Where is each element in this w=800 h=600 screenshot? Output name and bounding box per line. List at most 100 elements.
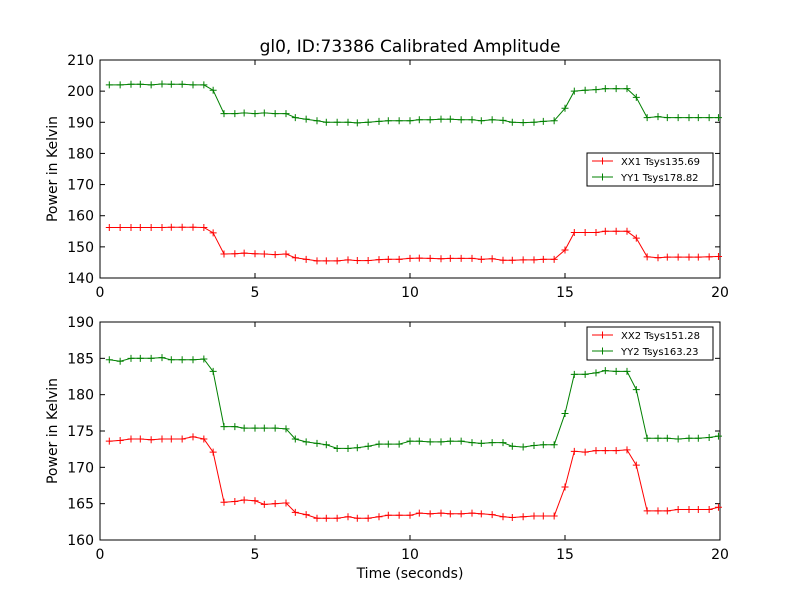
data-point	[406, 437, 414, 445]
data-point	[530, 118, 538, 126]
data-point	[333, 118, 341, 126]
data-point	[384, 440, 392, 448]
data-point	[446, 437, 454, 445]
y-tick-label: 170	[67, 460, 94, 476]
x-tick-label: 0	[96, 547, 105, 563]
x-tick-label: 0	[96, 285, 105, 301]
data-point	[561, 104, 569, 112]
y-tick-label: 170	[67, 178, 94, 194]
data-point	[136, 354, 144, 362]
data-point	[623, 367, 631, 375]
data-point	[105, 81, 113, 89]
data-point	[220, 250, 228, 258]
data-point	[415, 509, 423, 517]
y-axis-label: Power in Kelvin	[45, 116, 61, 222]
legend-label: XX2 Tsys151.28	[621, 331, 700, 342]
data-point	[592, 369, 600, 377]
data-point	[271, 500, 279, 508]
data-point	[282, 110, 290, 118]
data-point	[581, 370, 589, 378]
data-point	[395, 255, 403, 263]
data-point	[260, 109, 268, 117]
data-point	[395, 117, 403, 125]
data-point	[488, 511, 496, 519]
data-point	[519, 256, 527, 264]
data-point	[550, 512, 558, 520]
data-point	[694, 505, 702, 513]
data-point	[353, 514, 361, 522]
data-point	[105, 224, 113, 232]
data-point	[694, 434, 702, 442]
y-tick-label: 200	[67, 84, 94, 100]
data-point	[384, 511, 392, 519]
data-point	[612, 447, 620, 455]
data-point	[632, 386, 640, 394]
data-point	[353, 119, 361, 127]
data-point	[477, 439, 485, 447]
y-tick-label: 175	[67, 424, 94, 440]
data-point	[251, 424, 259, 432]
series-1	[105, 80, 722, 127]
data-point	[468, 254, 476, 262]
data-point	[539, 512, 547, 520]
x-tick-label: 20	[711, 547, 729, 563]
data-point	[220, 110, 228, 118]
data-point	[674, 435, 682, 443]
data-point	[468, 439, 476, 447]
data-point	[251, 497, 259, 505]
data-point	[694, 114, 702, 122]
data-point	[231, 110, 239, 118]
data-point	[200, 81, 208, 89]
data-point	[714, 253, 722, 261]
series-1	[105, 354, 722, 452]
data-point	[457, 437, 465, 445]
data-point	[395, 440, 403, 448]
data-point	[592, 229, 600, 237]
data-point	[251, 250, 259, 258]
data-point	[663, 507, 671, 515]
data-point	[570, 229, 578, 237]
data-point	[147, 224, 155, 232]
data-point	[147, 81, 155, 89]
data-point	[488, 116, 496, 124]
y-axis-label: Power in Kelvin	[45, 378, 61, 484]
data-point	[271, 251, 279, 259]
data-point	[426, 254, 434, 262]
data-point	[158, 354, 166, 362]
data-point	[189, 223, 197, 231]
data-point	[685, 434, 693, 442]
data-point	[654, 113, 662, 121]
data-point	[477, 117, 485, 125]
data-point	[302, 255, 310, 263]
legend-marker	[599, 331, 606, 339]
data-point	[167, 223, 175, 231]
data-point	[240, 249, 248, 257]
y-tick-label: 190	[67, 115, 94, 131]
data-point	[508, 513, 516, 521]
y-tick-label: 210	[67, 53, 94, 69]
data-point	[674, 505, 682, 513]
y-tick-label: 160	[67, 533, 94, 549]
data-point	[313, 117, 321, 125]
data-point	[251, 110, 259, 118]
data-point	[508, 118, 516, 126]
data-point	[654, 507, 662, 515]
y-tick-label: 160	[67, 209, 94, 225]
y-tick-label: 150	[67, 240, 94, 256]
data-point	[612, 227, 620, 235]
data-point	[415, 437, 423, 445]
data-point	[437, 438, 445, 446]
data-point	[220, 423, 228, 431]
data-point	[415, 254, 423, 262]
data-point	[592, 86, 600, 94]
data-point	[322, 118, 330, 126]
data-point	[539, 255, 547, 263]
legend: XX2 Tsys151.28 YY2 Tsys163.23	[586, 326, 714, 361]
data-point	[231, 250, 239, 258]
data-point	[375, 117, 383, 125]
x-tick-label: 5	[251, 285, 260, 301]
data-point	[136, 224, 144, 232]
data-point	[685, 505, 693, 513]
data-point	[200, 224, 208, 232]
data-point	[508, 442, 516, 450]
